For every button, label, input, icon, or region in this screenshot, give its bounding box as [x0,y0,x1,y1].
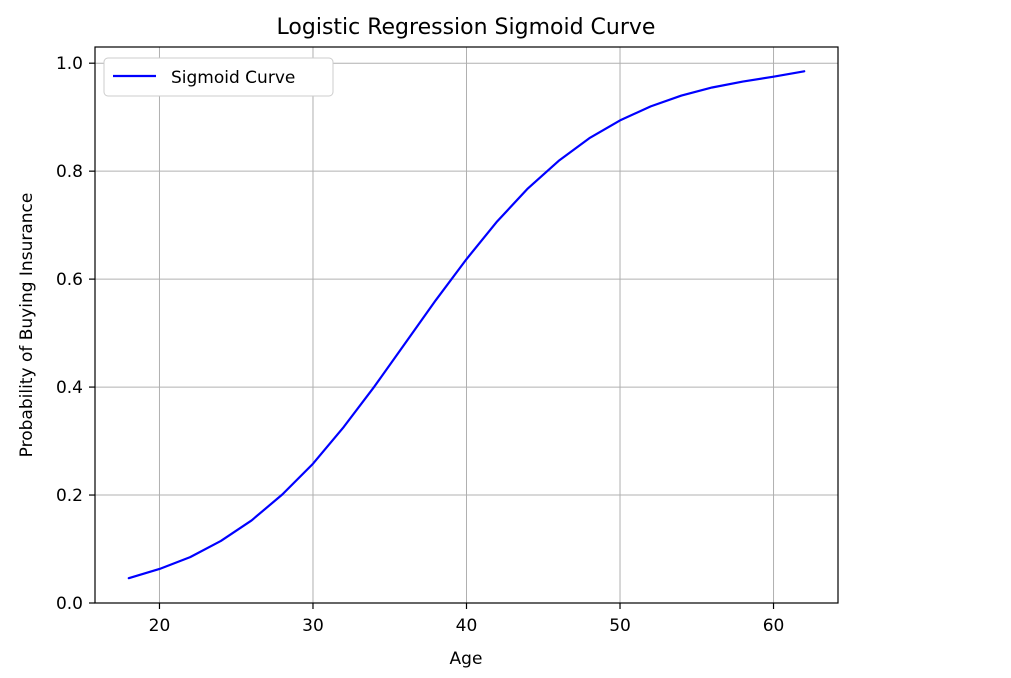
y-tick-label: 0.8 [56,162,83,182]
y-tick-label: 1.0 [56,54,83,74]
y-tick-label: 0.4 [56,378,83,398]
x-tick-label: 20 [149,616,171,636]
x-tick-label: 60 [763,616,785,636]
series-layer [127,70,806,580]
x-tick-label: 50 [609,616,631,636]
legend-frame [103,57,334,97]
y-tick-label: 0.6 [56,270,83,290]
legend-label: Sigmoid Curve [171,68,295,88]
series-line [127,70,806,580]
y-axis-label: Probability of Buying Insurance [17,193,37,458]
legend: Sigmoid Curve [103,57,334,97]
x-tick-label: 40 [456,616,478,636]
x-tick-label: 30 [302,616,324,636]
x-axis-label: Age [450,649,483,669]
chart-title: Logistic Regression Sigmoid Curve [277,15,656,40]
y-tick-label: 0.2 [56,486,83,506]
axis-ticks: 20 30 40 50 60 0.0 0.2 0.4 0.6 0.8 1.0 [56,54,784,636]
y-tick-label: 0.0 [56,594,83,614]
